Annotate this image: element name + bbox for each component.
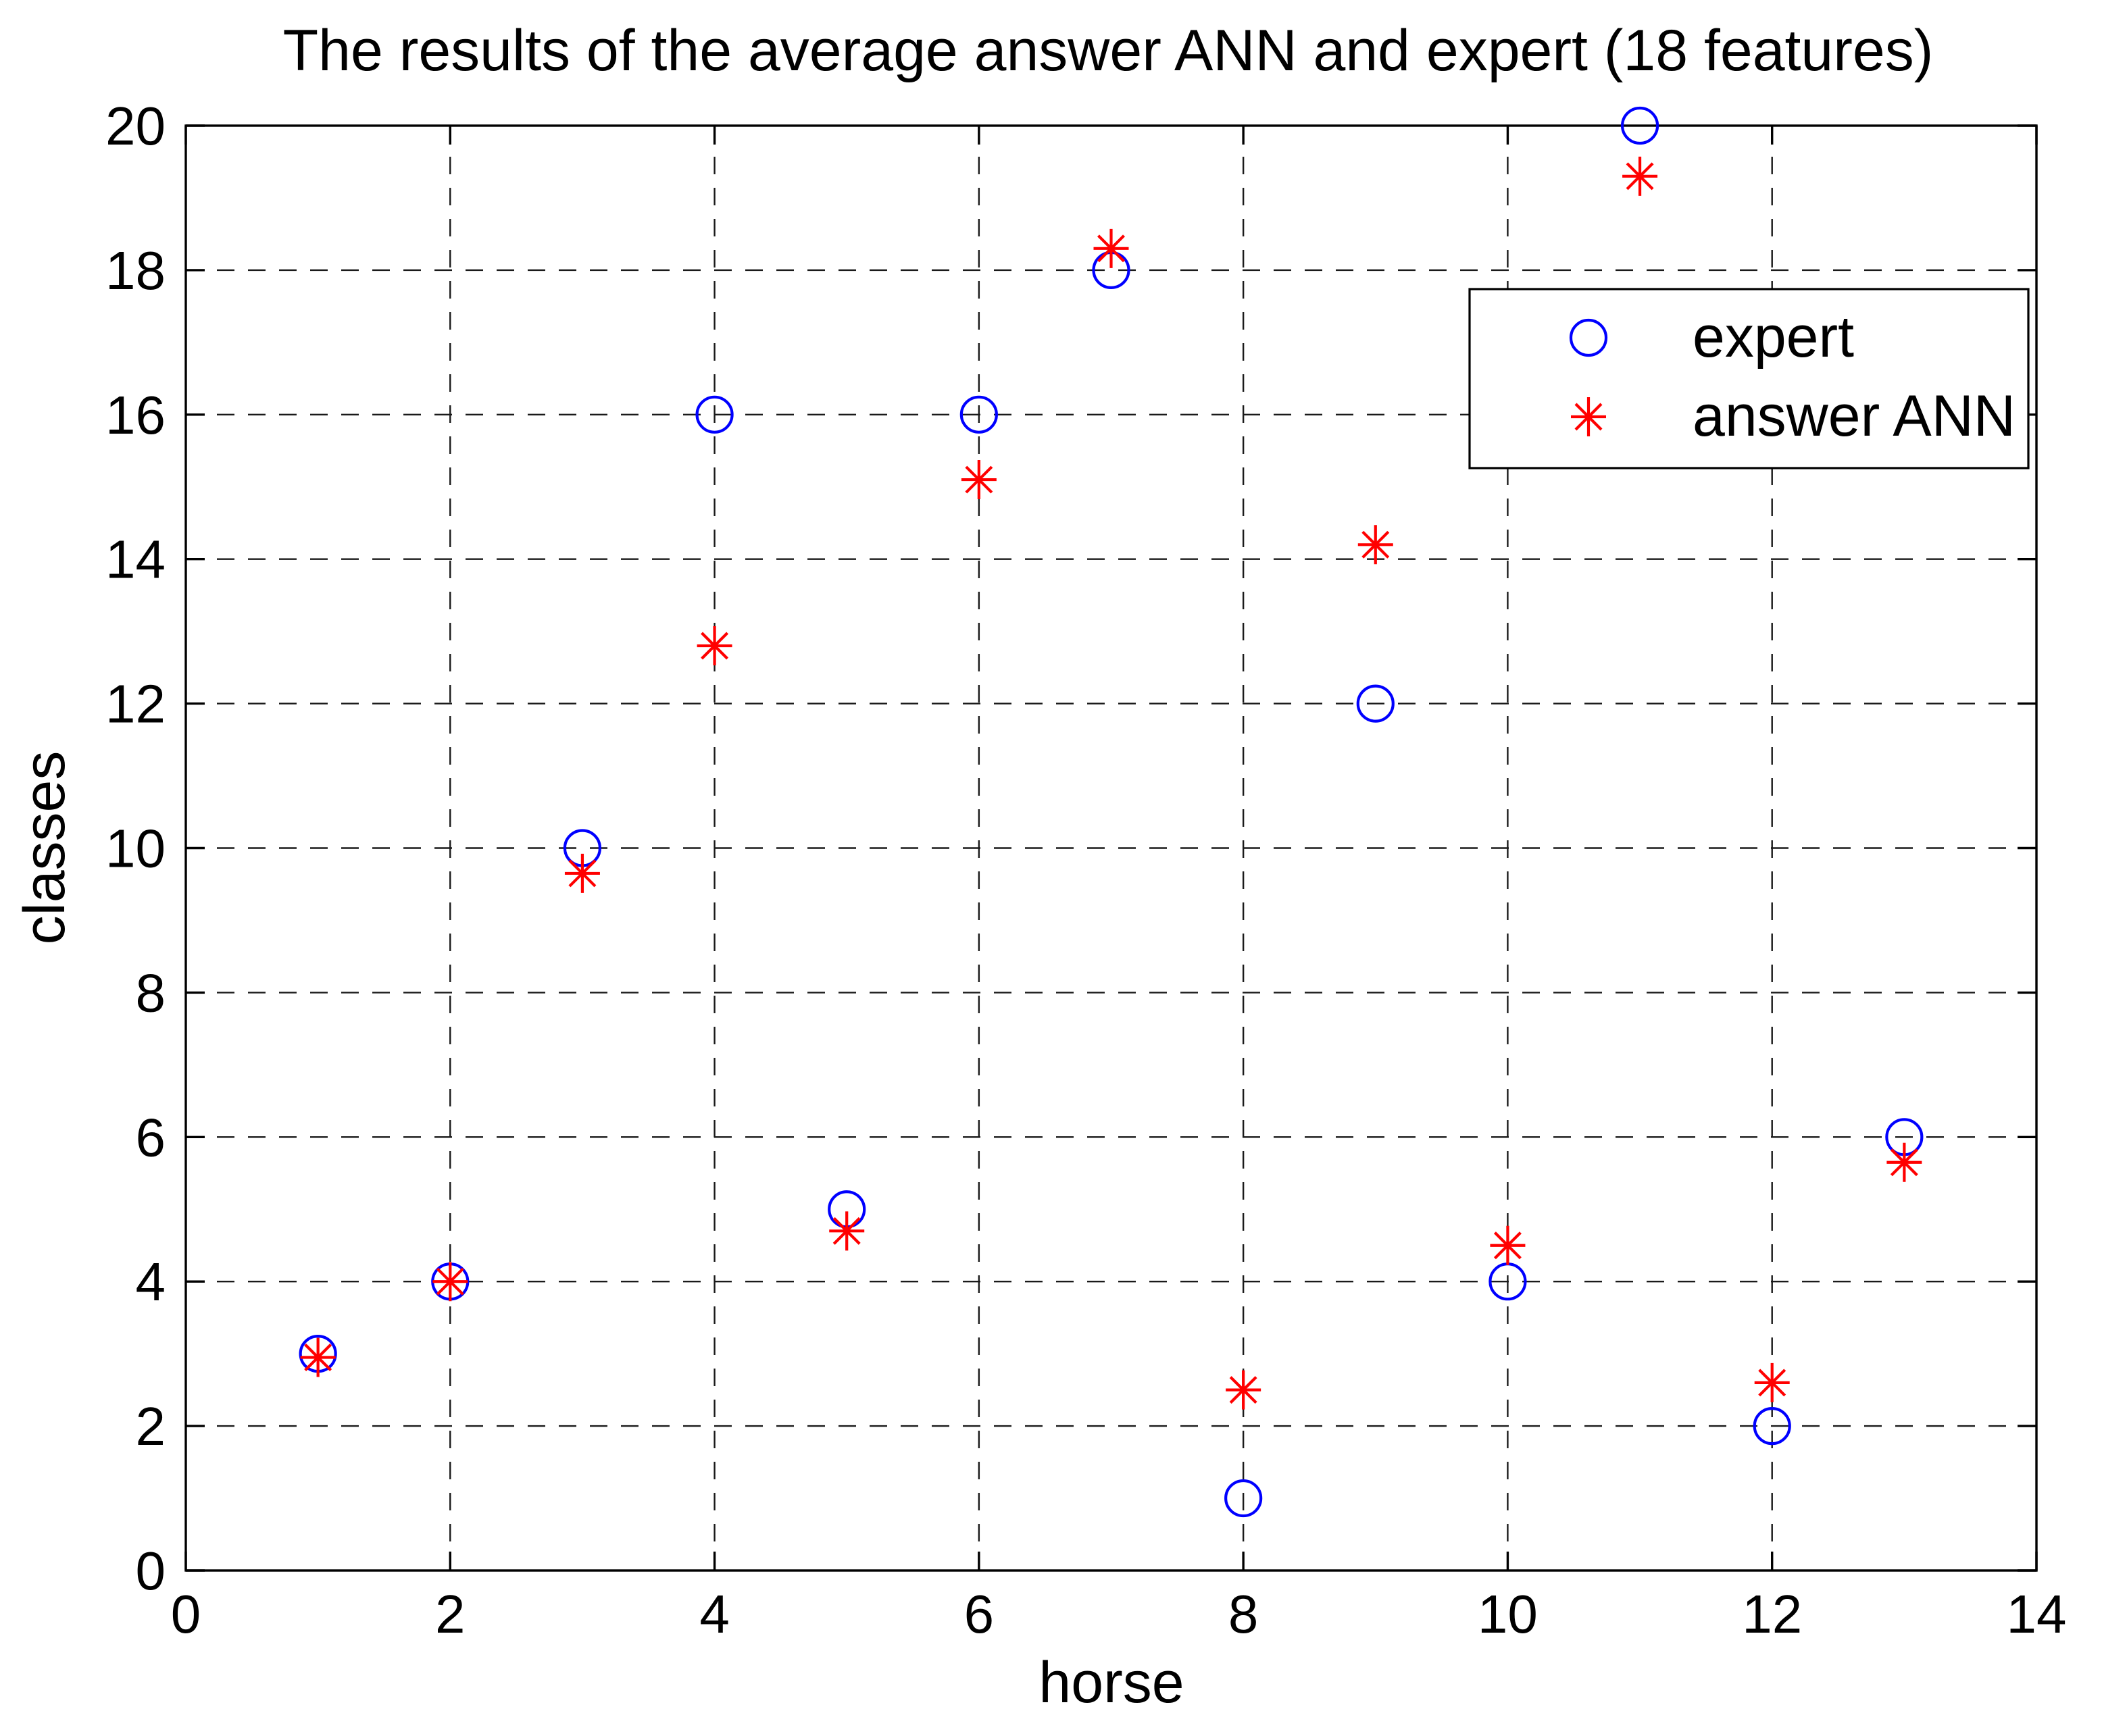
legend: expert answer ANN: [1468, 288, 2030, 469]
x-tick-label-0: 0: [171, 1584, 201, 1644]
x-tick-label-14: 14: [2007, 1584, 2067, 1644]
asterisk-spoke: [832, 1217, 861, 1245]
y-tick-label-10: 10: [105, 819, 166, 879]
y-tick-label-2: 2: [136, 1396, 166, 1456]
y-tick-label-12: 12: [105, 674, 166, 734]
asterisk-spoke: [1626, 162, 1654, 190]
asterisk-spoke: [1097, 234, 1125, 263]
data-point-answer-ANN-x2: [432, 1262, 468, 1302]
legend-marker-answer-ANN: [1571, 397, 1606, 436]
x-tick-label-4: 4: [699, 1584, 730, 1644]
legend-box: [1468, 288, 2030, 469]
axes-layer: 0 2 4 6 8 10 12 14 0 2 4 6 8 10 12 14 16 18 20: [105, 96, 2066, 1644]
data-point-answer-ANN-x9: [1357, 525, 1393, 565]
y-tick-label-4: 4: [136, 1252, 166, 1312]
asterisk-spoke: [304, 1344, 332, 1371]
asterisk-spoke: [1758, 1369, 1786, 1397]
x-tick-label-2: 2: [435, 1584, 466, 1644]
asterisk-spoke: [1493, 1231, 1522, 1260]
asterisk-spoke: [1229, 1376, 1257, 1404]
x-tick-label-6: 6: [964, 1584, 995, 1644]
asterisk-spoke: [965, 465, 993, 494]
y-axis-label: classes: [12, 751, 77, 945]
data-point-answer-ANN-x6: [961, 460, 997, 500]
asterisk-spoke: [1361, 530, 1390, 559]
legend-label-answer-ANN: answer ANN: [1693, 384, 2016, 449]
y-tick-label-16: 16: [105, 385, 166, 445]
data-point-answer-ANN-x7: [1093, 228, 1129, 268]
marker-layer: [299, 106, 1924, 1518]
legend-label-expert: expert: [1693, 305, 1854, 369]
data-point-expert-x6: [959, 395, 998, 434]
y-tick-label-6: 6: [136, 1107, 166, 1167]
x-axis-label: horse: [1039, 1650, 1184, 1715]
x-tick-label-8: 8: [1228, 1584, 1259, 1644]
asterisk-spoke: [701, 632, 729, 660]
y-tick-label-0: 0: [136, 1541, 166, 1601]
data-point-expert-x11: [1620, 106, 1659, 145]
asterisk-spoke: [1890, 1148, 1918, 1177]
chart-title: The results of the average answer ANN an…: [283, 18, 1934, 83]
y-tick-label-18: 18: [105, 240, 166, 301]
data-point-expert-x12: [1753, 1407, 1791, 1446]
data-point-answer-ANN-x13: [1886, 1142, 1922, 1182]
data-point-answer-ANN-x5: [829, 1211, 865, 1251]
data-point-expert-x8: [1224, 1479, 1263, 1518]
data-point-answer-ANN-x11: [1622, 156, 1658, 196]
data-point-expert-x4: [695, 395, 734, 434]
data-point-answer-ANN-x3: [564, 853, 600, 893]
y-tick-label-14: 14: [105, 530, 166, 590]
x-tick-label-12: 12: [1742, 1584, 1802, 1644]
grid-layer: [186, 126, 2036, 1571]
asterisk-spoke: [568, 859, 597, 888]
legend-marker-expert: [1569, 318, 1608, 357]
data-point-answer-ANN-x4: [697, 626, 732, 666]
data-point-expert-x9: [1356, 684, 1395, 723]
asterisk-spoke: [1574, 403, 1603, 431]
data-point-answer-ANN-x12: [1754, 1362, 1790, 1402]
y-tick-label-8: 8: [136, 963, 166, 1023]
data-point-answer-ANN-x10: [1490, 1225, 1526, 1265]
x-tick-label-10: 10: [1478, 1584, 1538, 1644]
asterisk-spoke: [436, 1267, 464, 1296]
data-point-answer-ANN-x8: [1226, 1370, 1261, 1410]
y-tick-label-20: 20: [105, 96, 166, 156]
data-point-answer-ANN-x1: [300, 1337, 336, 1377]
